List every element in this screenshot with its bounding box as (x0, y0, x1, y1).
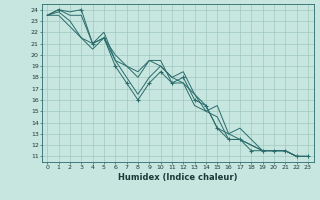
X-axis label: Humidex (Indice chaleur): Humidex (Indice chaleur) (118, 173, 237, 182)
